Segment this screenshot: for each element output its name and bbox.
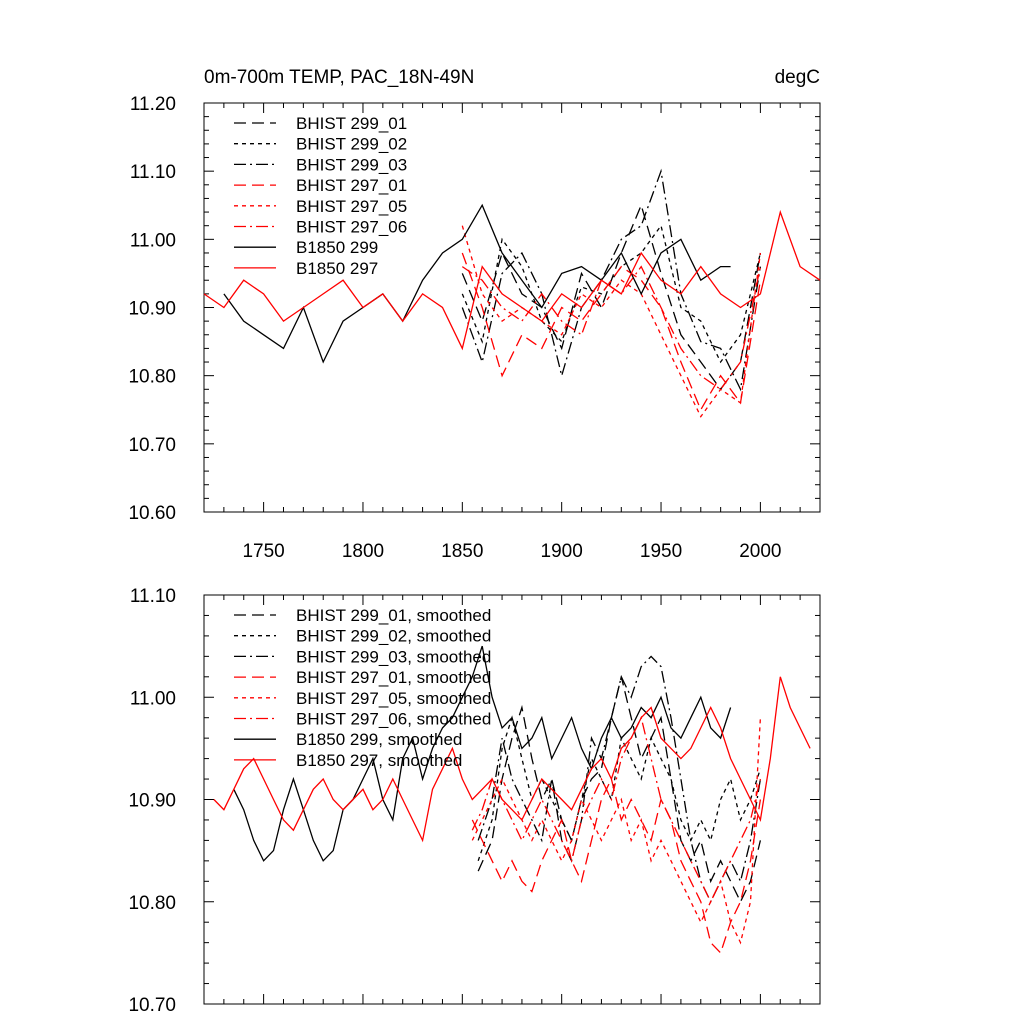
top-ytick-label: 10.90 bbox=[128, 299, 176, 320]
bottom-legend-label: BHIST 299_02, smoothed bbox=[296, 627, 491, 646]
top-legend-label: BHIST 299_03 bbox=[296, 155, 407, 174]
bottom-legend-label: B1850 297, smoothed bbox=[296, 751, 462, 770]
bottom-series-line-3 bbox=[471, 777, 762, 955]
top-legend-label: BHIST 299_02 bbox=[296, 135, 407, 154]
top-xtick-label: 1950 bbox=[640, 541, 682, 562]
top-xtick-label: 2000 bbox=[739, 541, 781, 562]
top-ytick-label: 11.00 bbox=[130, 230, 176, 251]
bottom-series-line-4 bbox=[471, 717, 762, 945]
top-legend-label: BHIST 297_06 bbox=[296, 218, 407, 237]
top-series-line-5 bbox=[461, 265, 762, 391]
top-ytick-label: 11.10 bbox=[130, 162, 176, 183]
top-series-line-3 bbox=[461, 252, 762, 412]
bottom-series-line-5 bbox=[471, 715, 762, 904]
top-panel: 0m-700m TEMP, PAC_18N-49N degC 10.60 10.7… bbox=[128, 67, 821, 562]
top-series-line-7 bbox=[203, 209, 821, 351]
bottom-series-line-1 bbox=[477, 715, 762, 862]
bottom-ytick-label: 10.80 bbox=[128, 893, 176, 914]
top-legend-label: BHIST 297_05 bbox=[296, 197, 407, 216]
bottom-legend-label: BHIST 297_06, smoothed bbox=[296, 710, 491, 729]
bottom-panel: 10.70 10.80 10.90 11.00 11.10 BHIST 299_01, … bbox=[128, 586, 821, 1016]
top-legend-label: BHIST 297_01 bbox=[296, 176, 407, 195]
bottom-legend-label: BHIST 297_05, smoothed bbox=[296, 689, 491, 708]
bottom-ytick-label: 11.10 bbox=[130, 586, 176, 607]
top-legend-label: BHIST 299_01 bbox=[296, 114, 407, 133]
top-series-line-1 bbox=[461, 224, 762, 364]
bottom-ytick-label: 10.70 bbox=[128, 995, 176, 1016]
bottom-series-line-0 bbox=[477, 676, 762, 904]
bottom-ytick-label: 11.00 bbox=[130, 688, 176, 709]
top-series-line-6 bbox=[223, 203, 731, 364]
bottom-ytick-label: 10.90 bbox=[128, 791, 176, 812]
top-xtick-label: 1750 bbox=[242, 541, 284, 562]
top-ytick-label: 10.70 bbox=[128, 435, 176, 456]
bottom-legend-label: B1850 299, smoothed bbox=[296, 730, 462, 749]
top-ytick-label: 10.80 bbox=[128, 367, 176, 388]
top-ytick-label: 10.60 bbox=[128, 503, 176, 524]
bottom-series-line-7 bbox=[213, 676, 811, 843]
top-series-line-2 bbox=[461, 168, 762, 392]
top-legend-label: B1850 297 bbox=[296, 259, 378, 278]
top-series-lines bbox=[203, 168, 821, 418]
top-ytick-label: 11.20 bbox=[130, 94, 176, 115]
top-legend-label: B1850 299 bbox=[296, 238, 378, 257]
top-xtick-label: 1900 bbox=[541, 541, 583, 562]
bottom-legend: BHIST 299_01, smoothed BHIST 299_02, smoo… bbox=[234, 606, 491, 770]
top-xtick-label: 1800 bbox=[342, 541, 384, 562]
bottom-legend-label: BHIST 299_03, smoothed bbox=[296, 647, 491, 666]
top-xtick-label: 1850 bbox=[441, 541, 483, 562]
top-chart-title: 0m-700m TEMP, PAC_18N-49N bbox=[204, 67, 474, 88]
top-series-line-4 bbox=[461, 225, 762, 418]
bottom-legend-label: BHIST 297_01, smoothed bbox=[296, 668, 491, 687]
bottom-legend-label: BHIST 299_01, smoothed bbox=[296, 606, 491, 625]
bottom-series-line-6 bbox=[233, 645, 732, 862]
bottom-series-lines bbox=[213, 645, 811, 955]
bottom-axes: 10.70 10.80 10.90 11.00 11.10 bbox=[128, 586, 820, 1016]
top-series-line-0 bbox=[461, 203, 762, 391]
top-chart-units: degC bbox=[775, 67, 820, 88]
top-axes: 10.60 10.70 10.80 10.90 11.00 11.10 11.20 1750 1… bbox=[128, 94, 820, 562]
